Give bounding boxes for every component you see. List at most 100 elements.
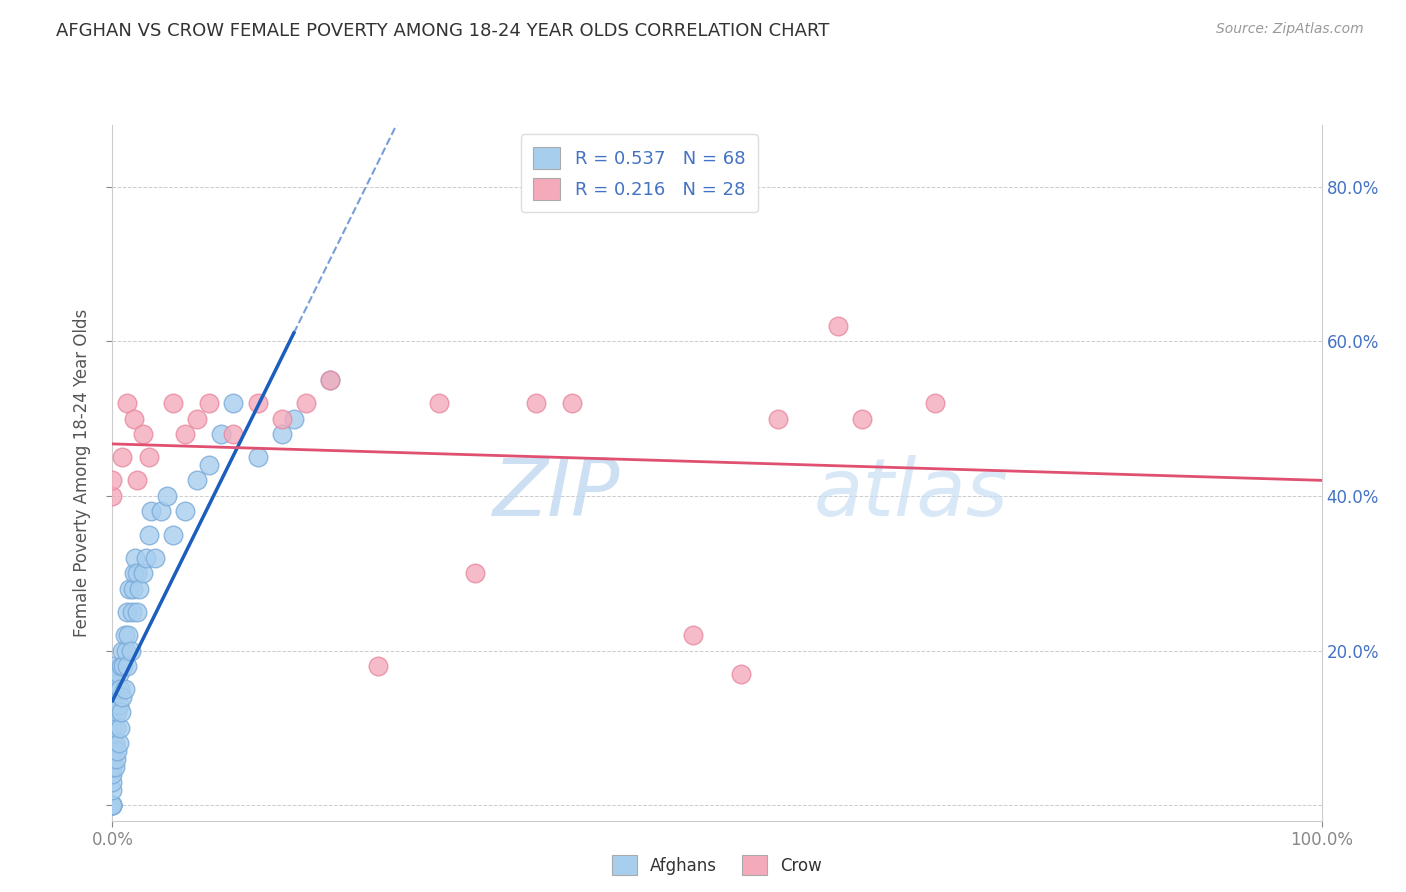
Point	[209, 427, 232, 442]
Point	[427, 396, 450, 410]
Point	[319, 373, 342, 387]
Point	[101, 759, 124, 773]
Point	[122, 566, 145, 581]
Point	[295, 396, 318, 410]
Point	[132, 566, 155, 581]
Text: atlas: atlas	[814, 455, 1008, 533]
Point	[107, 666, 129, 681]
Y-axis label: Female Poverty Among 18-24 Year Olds: Female Poverty Among 18-24 Year Olds	[73, 309, 91, 637]
Point	[101, 706, 124, 720]
Point	[464, 566, 486, 581]
Point	[246, 450, 269, 465]
Point	[319, 373, 342, 387]
Point	[138, 450, 160, 465]
Point	[101, 729, 124, 743]
Point	[121, 605, 143, 619]
Point	[114, 628, 136, 642]
Point	[367, 659, 389, 673]
Point	[682, 628, 704, 642]
Point	[101, 798, 124, 813]
Point	[115, 659, 138, 673]
Point	[149, 504, 172, 518]
Point	[124, 550, 146, 565]
Point	[118, 582, 141, 596]
Point	[101, 782, 124, 797]
Point	[101, 798, 124, 813]
Point	[125, 605, 148, 619]
Point	[101, 736, 124, 750]
Point	[108, 721, 131, 735]
Point	[105, 706, 128, 720]
Point	[222, 427, 245, 442]
Point	[101, 752, 124, 766]
Point	[101, 698, 124, 712]
Point	[108, 682, 131, 697]
Point	[104, 736, 127, 750]
Point	[766, 411, 789, 425]
Text: Source: ZipAtlas.com: Source: ZipAtlas.com	[1216, 22, 1364, 37]
Point	[101, 775, 124, 789]
Point	[128, 582, 150, 596]
Point	[101, 721, 124, 735]
Point	[104, 759, 127, 773]
Point	[115, 605, 138, 619]
Point	[186, 474, 208, 488]
Point	[162, 527, 184, 541]
Point	[110, 659, 132, 673]
Point	[198, 458, 221, 472]
Point	[101, 682, 124, 697]
Point	[115, 396, 138, 410]
Point	[143, 550, 166, 565]
Point	[101, 690, 124, 704]
Point	[112, 659, 135, 673]
Point	[132, 427, 155, 442]
Point	[270, 427, 292, 442]
Point	[101, 767, 124, 781]
Point	[141, 504, 163, 518]
Point	[524, 396, 547, 410]
Point	[174, 504, 197, 518]
Point	[101, 798, 124, 813]
Point	[114, 643, 136, 657]
Point	[114, 682, 136, 697]
Point	[107, 698, 129, 712]
Point	[827, 318, 849, 333]
Point	[101, 659, 124, 673]
Point	[138, 527, 160, 541]
Point	[156, 489, 179, 503]
Point	[111, 690, 134, 704]
Point	[117, 628, 139, 642]
Point	[105, 744, 128, 758]
Point	[101, 666, 124, 681]
Text: ZIP: ZIP	[494, 455, 620, 533]
Point	[120, 643, 142, 657]
Point	[122, 411, 145, 425]
Point	[561, 396, 583, 410]
Point	[246, 396, 269, 410]
Point	[222, 396, 245, 410]
Point	[270, 411, 292, 425]
Point	[924, 396, 946, 410]
Point	[283, 411, 305, 425]
Point	[105, 752, 128, 766]
Point	[125, 474, 148, 488]
Point	[162, 396, 184, 410]
Point	[107, 736, 129, 750]
Point	[101, 798, 124, 813]
Point	[198, 396, 221, 410]
Point	[122, 582, 145, 596]
Point	[101, 489, 124, 503]
Point	[105, 721, 128, 735]
Point	[111, 643, 134, 657]
Point	[101, 744, 124, 758]
Point	[135, 550, 157, 565]
Point	[851, 411, 873, 425]
Legend: Afghans, Crow: Afghans, Crow	[605, 848, 830, 882]
Point	[174, 427, 197, 442]
Point	[125, 566, 148, 581]
Point	[101, 474, 124, 488]
Point	[111, 450, 134, 465]
Text: AFGHAN VS CROW FEMALE POVERTY AMONG 18-24 YEAR OLDS CORRELATION CHART: AFGHAN VS CROW FEMALE POVERTY AMONG 18-2…	[56, 22, 830, 40]
Point	[101, 674, 124, 689]
Point	[110, 706, 132, 720]
